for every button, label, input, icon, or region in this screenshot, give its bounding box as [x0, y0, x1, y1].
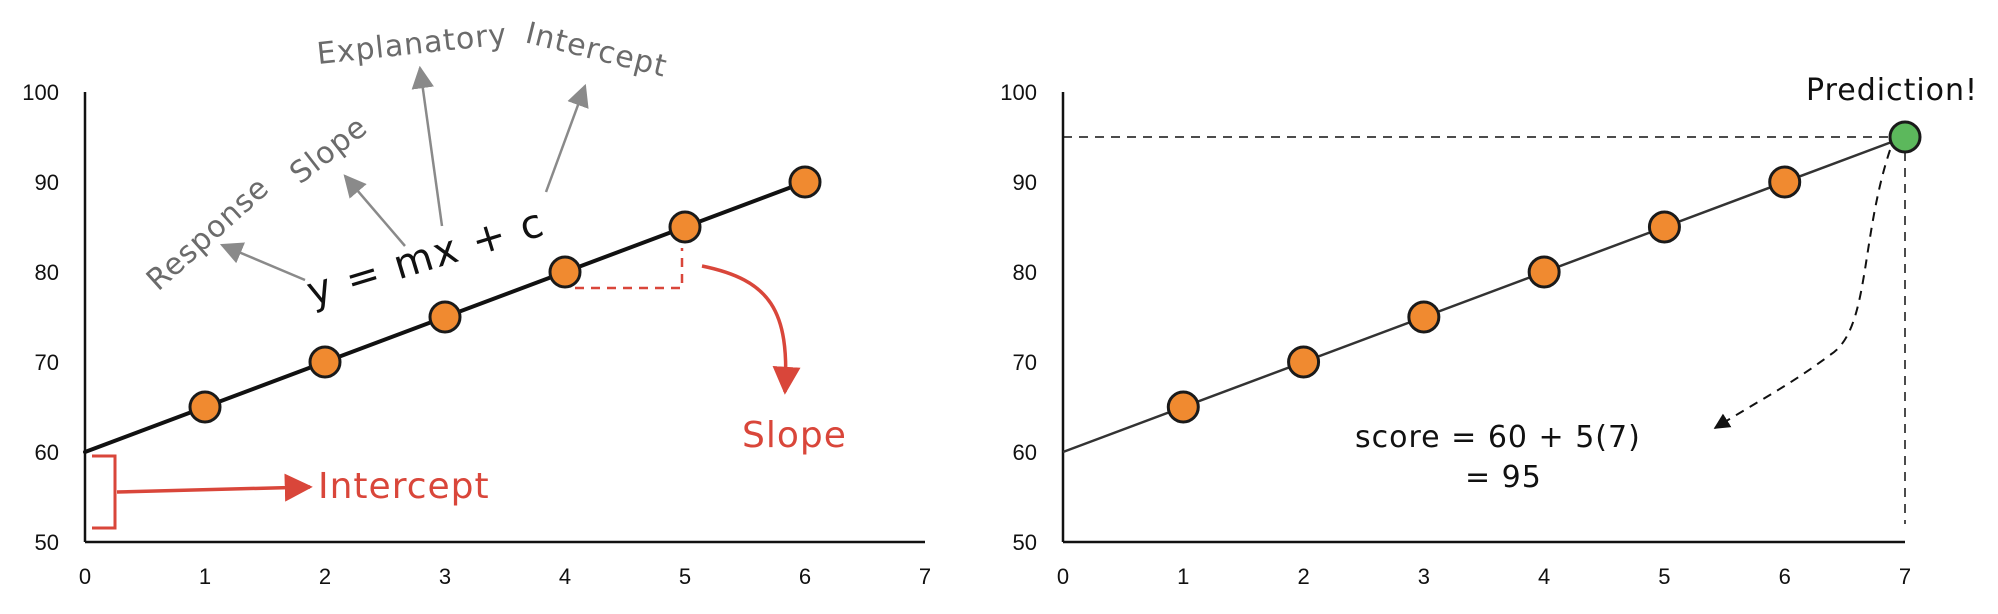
slope-step-guide — [575, 248, 684, 290]
x-tick-label: 6 — [1779, 564, 1791, 589]
explanatory-label: Explanatory — [315, 17, 509, 72]
data-point — [668, 210, 702, 244]
intercept-bracket — [92, 454, 117, 530]
explanatory-arrow — [411, 65, 444, 227]
intercept-term-arrow — [544, 83, 589, 193]
response-arrow — [219, 242, 306, 282]
fit-line — [1062, 135, 1906, 454]
data-point — [428, 300, 462, 334]
y-tick-label: 80 — [35, 260, 59, 285]
data-point — [1647, 210, 1681, 244]
y-tick-label: 70 — [1013, 350, 1037, 375]
equation-text: y = mx + c — [301, 200, 550, 316]
data-point — [788, 165, 822, 199]
x-tick-label: 5 — [1658, 564, 1670, 589]
response-label: Response — [140, 170, 276, 298]
x-tick-label: 4 — [1538, 564, 1550, 589]
data-point — [548, 255, 582, 289]
intercept-arrow — [116, 473, 313, 502]
y-tick-label: 90 — [35, 170, 59, 195]
x-tick-label: 4 — [559, 564, 571, 589]
intercept-label: Intercept — [318, 466, 490, 507]
data-points — [1166, 165, 1802, 424]
y-tick-label: 60 — [1013, 440, 1037, 465]
x-tick-label: 6 — [799, 564, 811, 589]
x-tick-labels: 0 1 2 3 4 5 6 7 — [1057, 564, 1911, 589]
formula-line-2: = 95 — [1465, 460, 1542, 495]
slope-term-label: Slope — [283, 109, 374, 191]
x-tick-label: 7 — [1899, 564, 1911, 589]
prediction-curved-arrow — [1713, 149, 1891, 429]
data-point — [1287, 345, 1321, 379]
data-point — [1768, 165, 1802, 199]
slope-label: Slope — [742, 415, 847, 456]
x-tick-label: 1 — [199, 564, 211, 589]
y-tick-label: 100 — [22, 80, 59, 105]
x-tick-label: 0 — [79, 564, 91, 589]
x-tick-label: 0 — [1057, 564, 1069, 589]
y-tick-labels: 50 60 70 80 90 100 — [1000, 80, 1037, 555]
y-tick-label: 70 — [35, 350, 59, 375]
data-point — [1527, 255, 1561, 289]
x-tick-labels: 0 1 2 3 4 5 6 7 — [79, 564, 931, 589]
y-tick-label: 80 — [1013, 260, 1037, 285]
x-tick-label: 3 — [1418, 564, 1430, 589]
x-tick-label: 2 — [1297, 564, 1309, 589]
slope-term-arrow — [343, 174, 406, 247]
x-tick-label: 7 — [919, 564, 931, 589]
data-point — [308, 345, 342, 379]
data-points — [188, 165, 822, 424]
y-tick-label: 100 — [1000, 80, 1037, 105]
intercept-term-label: Intercept — [522, 16, 671, 85]
x-tick-label: 3 — [439, 564, 451, 589]
slope-arrow — [701, 264, 801, 395]
x-tick-label: 5 — [679, 564, 691, 589]
data-point — [1407, 300, 1441, 334]
prediction-label: Prediction! — [1806, 73, 1978, 108]
x-tick-label: 1 — [1177, 564, 1189, 589]
left-chart: 50 60 70 80 90 100 0 1 2 3 4 5 6 7 Slope Intercept y… — [22, 16, 931, 589]
y-tick-label: 90 — [1013, 170, 1037, 195]
y-tick-labels: 50 60 70 80 90 100 — [22, 80, 59, 555]
y-tick-label: 50 — [35, 530, 59, 555]
data-point — [188, 390, 222, 424]
right-chart: 50 60 70 80 90 100 0 1 2 3 4 5 6 7 Prediction! score… — [1000, 73, 1978, 589]
y-tick-label: 50 — [1013, 530, 1037, 555]
prediction-point — [1888, 120, 1922, 154]
y-tick-label: 60 — [35, 440, 59, 465]
formula-line-1: score = 60 + 5(7) — [1355, 420, 1641, 455]
data-point — [1166, 390, 1200, 424]
x-tick-label: 2 — [319, 564, 331, 589]
